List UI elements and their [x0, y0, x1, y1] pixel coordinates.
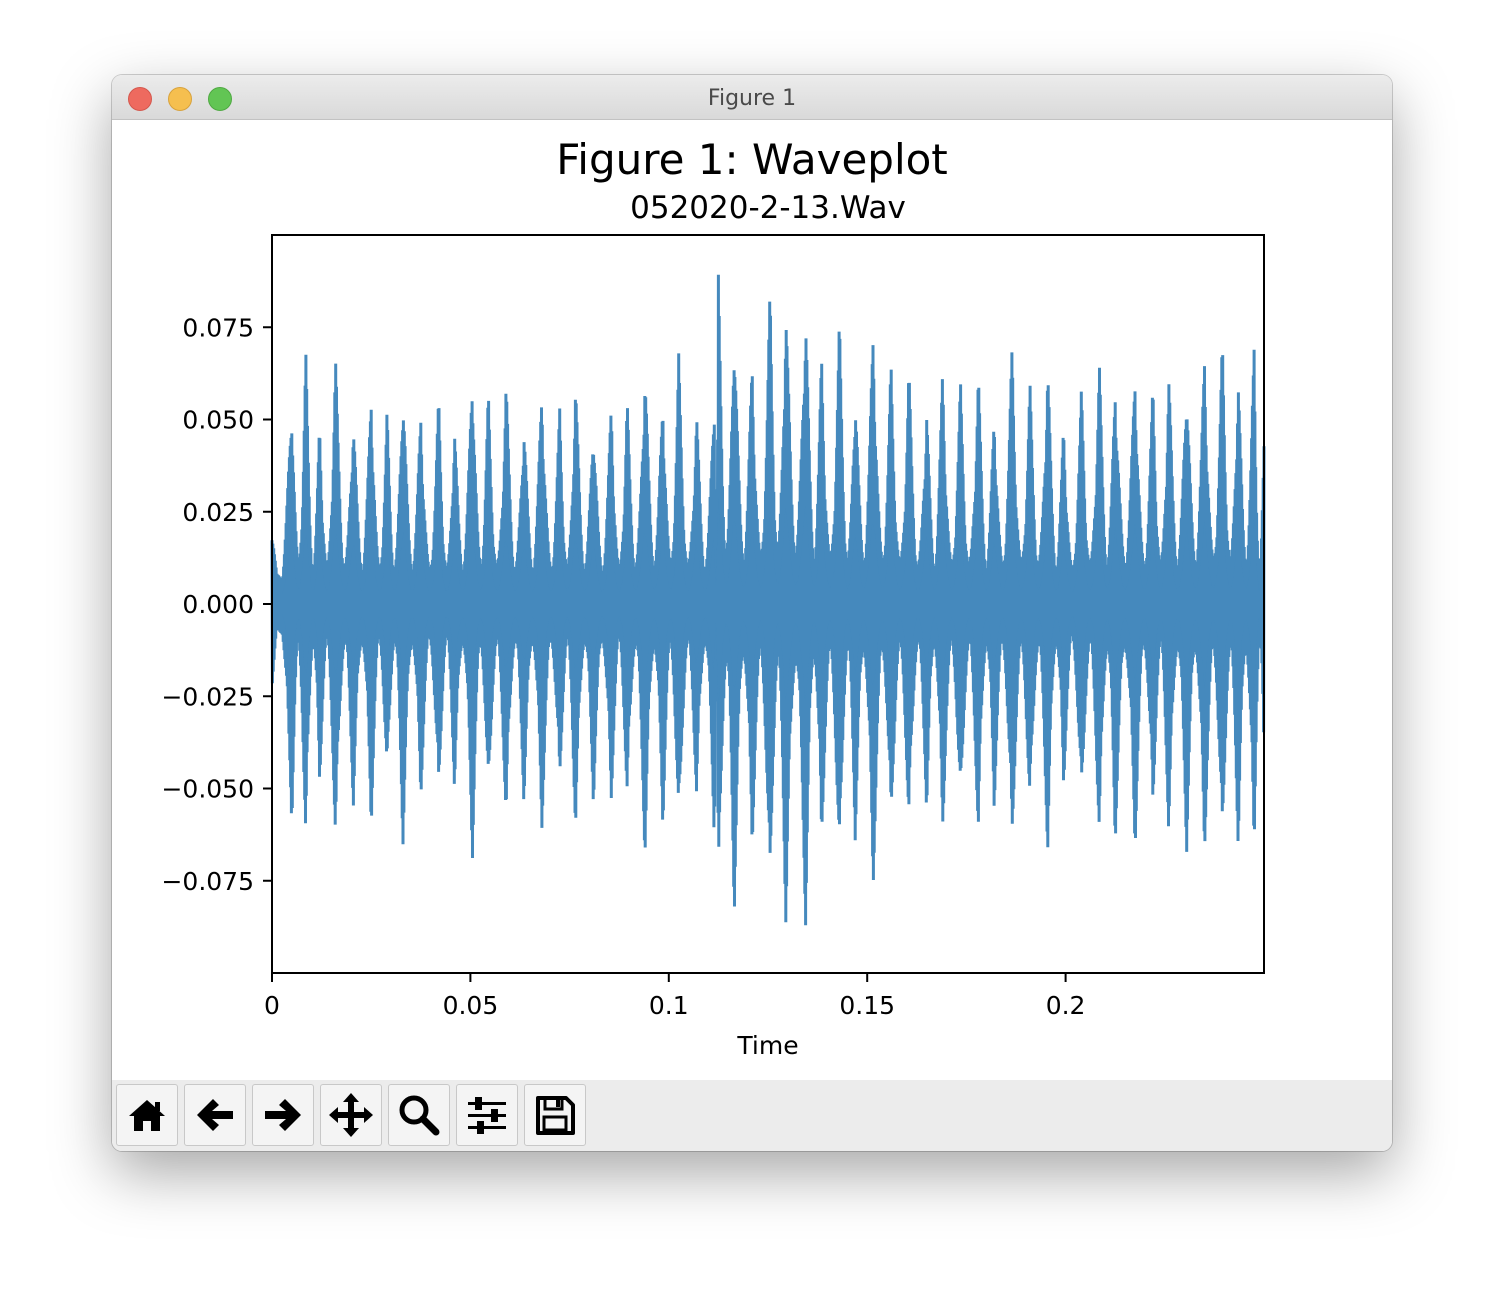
- back-button[interactable]: [184, 1084, 246, 1146]
- pan-button[interactable]: [320, 1084, 382, 1146]
- y-tick-label: 0.075: [182, 313, 254, 342]
- arrow-right-icon: [265, 1099, 301, 1131]
- configure-subplots-button[interactable]: [456, 1084, 518, 1146]
- floppy-disk-icon: [536, 1096, 575, 1135]
- y-tick-label: −0.075: [161, 867, 254, 896]
- plot-area: [270, 274, 1266, 926]
- waveform-core: [272, 497, 1264, 711]
- y-tick-label: 0.025: [182, 498, 254, 527]
- minimize-window-button[interactable]: [168, 87, 192, 111]
- sliders-icon: [468, 1097, 506, 1134]
- x-tick-label: 0.2: [1046, 991, 1086, 1020]
- figure-canvas[interactable]: Figure 1: Waveplot 052020-2-13.Wav 0 0.05…: [112, 120, 1392, 1080]
- home-icon: [129, 1100, 165, 1131]
- save-button[interactable]: [524, 1084, 586, 1146]
- close-window-button[interactable]: [128, 87, 152, 111]
- zoom-button[interactable]: [388, 1084, 450, 1146]
- y-axis: 0.075 0.050 0.025 0.000 −0.025 −0.050 −0.075: [161, 313, 272, 896]
- y-tick-label: −0.025: [161, 682, 254, 711]
- x-tick-label: 0.1: [649, 991, 689, 1020]
- waveplot-chart[interactable]: Figure 1: Waveplot 052020-2-13.Wav 0 0.05…: [112, 120, 1392, 1080]
- move-icon: [329, 1093, 373, 1137]
- magnifier-icon: [399, 1095, 440, 1136]
- y-tick-label: 0.050: [182, 406, 254, 435]
- x-axis-label: Time: [736, 1031, 798, 1060]
- window-title: Figure 1: [707, 86, 797, 111]
- chart-title: Figure 1: Waveplot: [556, 135, 948, 184]
- x-tick-label: 0: [264, 991, 280, 1020]
- arrow-left-icon: [197, 1099, 233, 1131]
- x-axis: 0 0.05 0.1 0.15 0.2: [264, 973, 1085, 1020]
- title-bar[interactable]: Figure 1: [112, 75, 1392, 120]
- home-button[interactable]: [116, 1084, 178, 1146]
- waveform-line: [270, 274, 1266, 926]
- forward-button[interactable]: [252, 1084, 314, 1146]
- zoom-window-button[interactable]: [208, 87, 232, 111]
- y-tick-label: 0.000: [182, 590, 254, 619]
- chart-subtitle: 052020-2-13.Wav: [630, 190, 906, 226]
- y-tick-label: −0.050: [161, 775, 254, 804]
- figure-window: Figure 1 Figure 1: Waveplot 052020-2-13.…: [112, 75, 1392, 1151]
- navigation-toolbar: [112, 1080, 1392, 1151]
- x-tick-label: 0.05: [443, 991, 499, 1020]
- x-tick-label: 0.15: [839, 991, 895, 1020]
